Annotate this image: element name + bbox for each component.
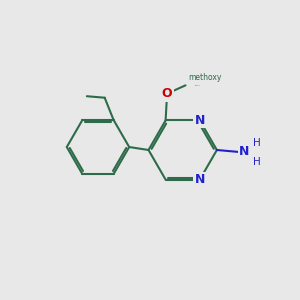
- Text: methoxy: methoxy: [195, 85, 201, 86]
- Text: methoxy: methoxy: [188, 74, 222, 82]
- Text: H: H: [253, 138, 261, 148]
- Text: N: N: [195, 114, 205, 127]
- Text: N: N: [195, 173, 205, 186]
- Text: H: H: [253, 157, 261, 167]
- Text: O: O: [162, 87, 172, 100]
- Text: N: N: [239, 145, 249, 158]
